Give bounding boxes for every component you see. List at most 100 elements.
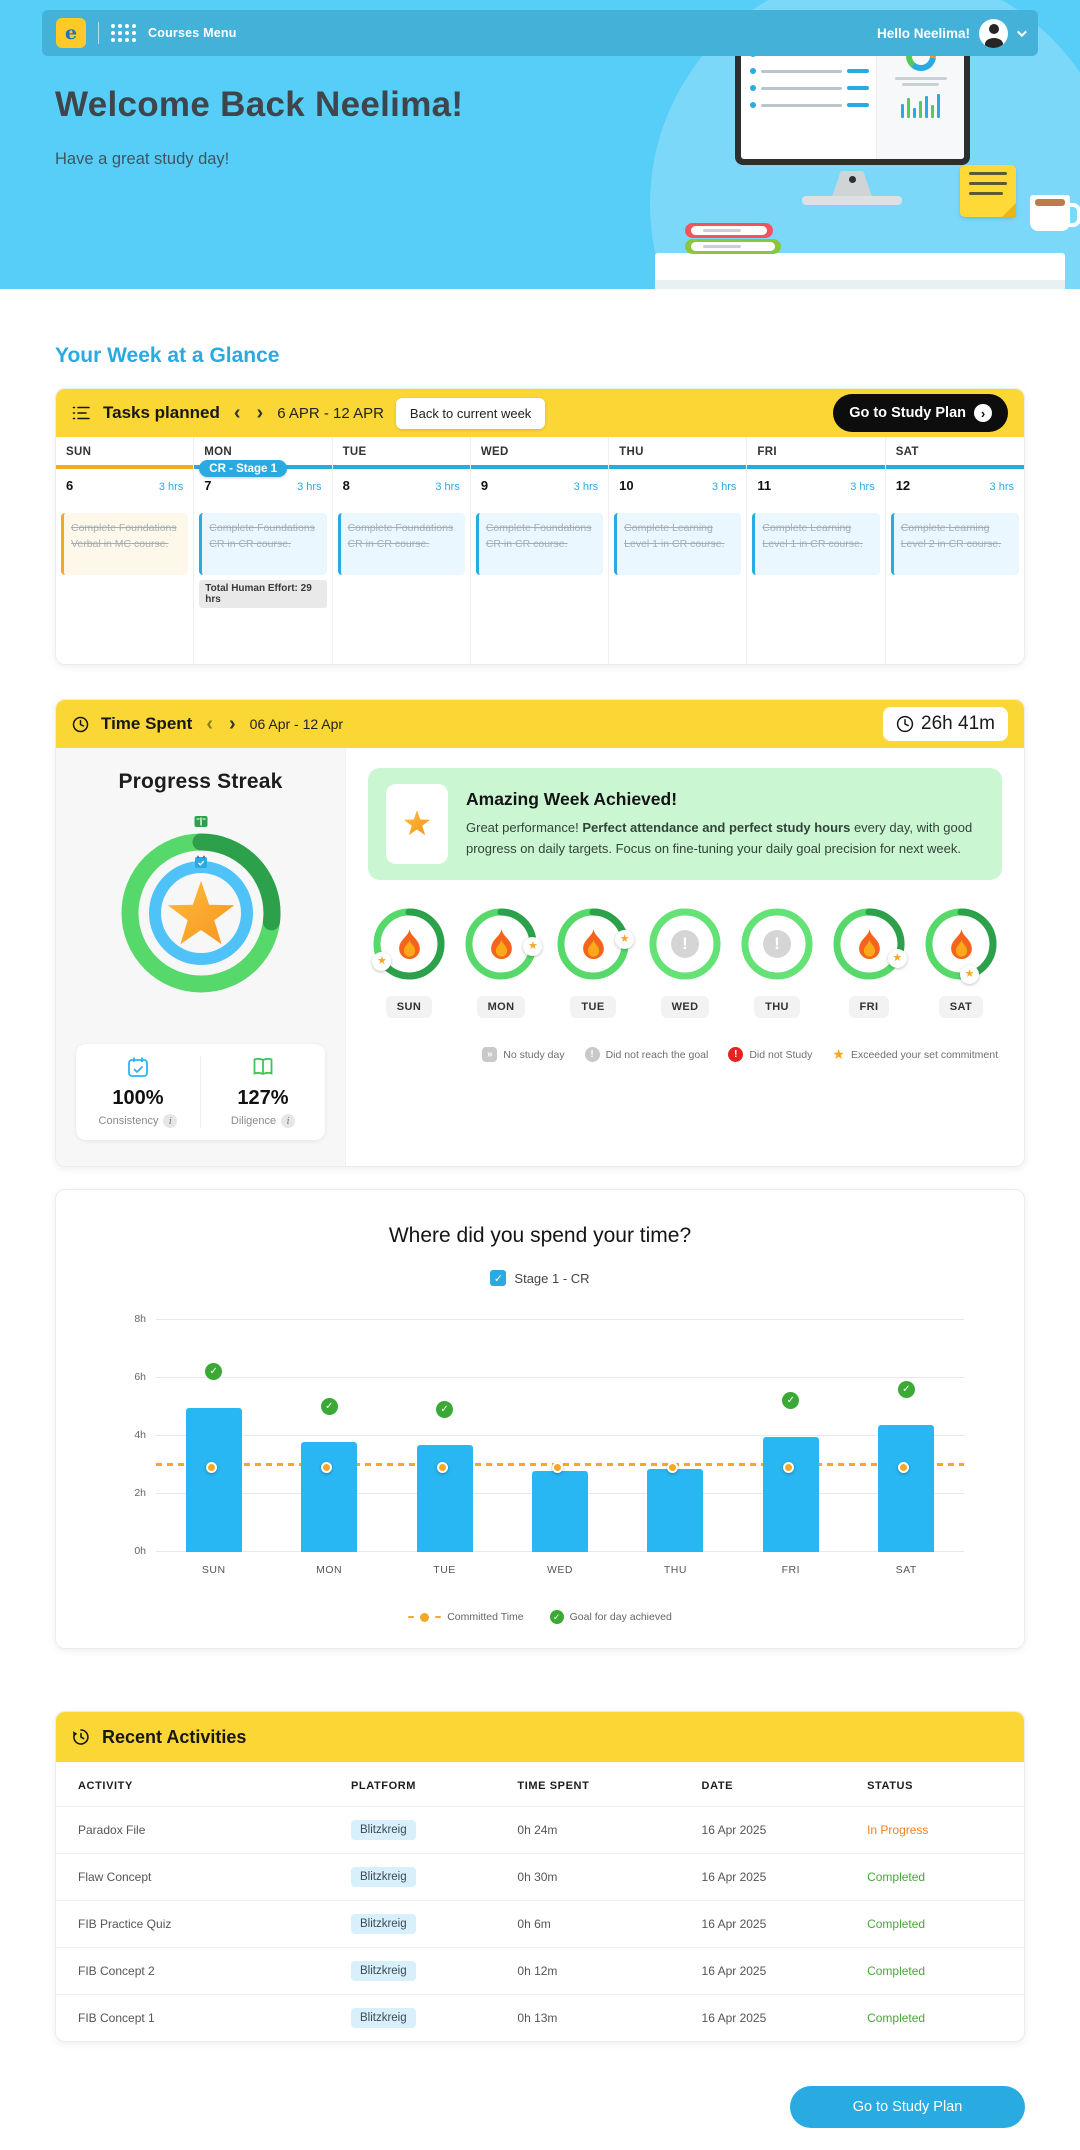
day-hours: 3 hrs: [435, 481, 460, 493]
date-cell: 16 Apr 2025: [701, 1853, 868, 1901]
task-card[interactable]: Complete Learning Level 1 in CR course.: [614, 513, 742, 575]
week-day-column: TUE 8 3 hrs Complete Foundations CR in C…: [332, 437, 471, 664]
prev-week-button[interactable]: ‹: [233, 402, 241, 424]
goal-achieved-check: ✓: [782, 1392, 800, 1410]
streak-star: [167, 881, 234, 945]
task-card[interactable]: Complete Foundations CR in CR course.: [475, 513, 604, 575]
week-day-column: SAT 12 3 hrs Complete Learning Level 2 i…: [885, 437, 1024, 664]
y-axis-tick: 0h: [134, 1545, 146, 1557]
activity-cell: FIB Concept 1: [78, 2011, 155, 2025]
x-axis-label: SAT: [895, 1564, 917, 1576]
next-week-button[interactable]: ›: [256, 402, 264, 424]
task-card[interactable]: Complete Foundations CR in CR course.: [199, 513, 327, 575]
day-ring: ! WED: [646, 906, 724, 1018]
day-hours: 3 hrs: [989, 481, 1014, 493]
progress-streak-panel: Progress Streak: [56, 748, 346, 1166]
achievement-body: Great performance! Perfect attendance an…: [466, 820, 973, 856]
goal-achieved-check: ✓: [320, 1397, 338, 1415]
task-card[interactable]: Complete Learning Level 1 in CR course.: [752, 513, 880, 575]
exceeded-star-badge: ★: [523, 936, 543, 956]
time-spent-cell: 0h 12m: [517, 1947, 702, 1995]
flame-icon: [923, 906, 999, 982]
go-to-study-plan-footer-button[interactable]: Go to Study Plan: [790, 2086, 1025, 2128]
status-badge: Completed: [867, 1964, 926, 1978]
legend-did-not-study: ! Did not Study: [728, 1046, 812, 1063]
task-text: Complete Learning Level 1 in CR course.: [762, 522, 863, 550]
day-name: SUN: [56, 437, 194, 469]
day-ring: ★ SAT: [922, 906, 1000, 1018]
ring-day-label: SUN: [385, 996, 433, 1018]
diligence-label: Diligence: [230, 1115, 277, 1127]
chart-plot: 0h 2h 4h 6h 8h ✓ ✓ ✓ ✓ ✓: [134, 1313, 964, 1557]
week-date-range: 6 APR - 12 APR: [277, 404, 384, 422]
next-range-button[interactable]: ›: [229, 713, 236, 735]
time-spent-cell: 0h 13m: [517, 2011, 558, 2025]
chevron-down-icon[interactable]: [1016, 26, 1027, 37]
task-card[interactable]: Complete Learning Level 2 in CR course.: [890, 513, 1019, 575]
prev-range-button[interactable]: ‹: [206, 713, 213, 735]
status-badge: Completed: [867, 2011, 926, 2025]
recent-activities-header: Recent Activities: [56, 1712, 1024, 1762]
task-text: Complete Foundations CR in CR course.: [347, 522, 454, 550]
monitor-camera-dot: [849, 176, 856, 183]
column-header: ACTIVITY: [56, 1762, 351, 1807]
back-to-current-week-button[interactable]: Back to current week: [395, 397, 546, 429]
time-spent-range: 06 Apr - 12 Apr: [249, 716, 344, 732]
x-axis-label: FRI: [781, 1564, 801, 1576]
week-day-column: MON CR - Stage 1 7 3 hrs Complete Founda…: [194, 437, 333, 664]
exceeded-star-badge: ★: [887, 949, 907, 969]
committed-time-dot: [898, 1462, 910, 1473]
checkbox-checked[interactable]: ✓: [490, 1270, 507, 1286]
ring-day-label: THU: [754, 996, 800, 1018]
exceeded-star-badge: ★: [372, 951, 392, 971]
welcome-banner: e Courses Menu Hello Neelima! Welcome Ba…: [0, 0, 1080, 289]
achievement-card: Amazing Week Achieved! Great performance…: [368, 768, 1002, 880]
column-header: STATUS: [867, 1762, 1024, 1807]
status-badge: Completed: [867, 1917, 926, 1931]
legend-goal-achieved: ✓ Goal for day achieved: [549, 1610, 672, 1624]
ring-day-label: WED: [660, 996, 710, 1018]
avatar[interactable]: [979, 18, 1008, 48]
week-day-column: WED 9 3 hrs Complete Foundations CR in C…: [470, 437, 610, 664]
consistency-stat: 100% Consistency i: [76, 1056, 200, 1128]
y-axis-tick: 6h: [134, 1371, 146, 1383]
date-cell: 16 Apr 2025: [701, 1947, 868, 1995]
status-badge: In Progress: [867, 1823, 929, 1837]
legend-did-not-reach: ! Did not reach the goal: [584, 1046, 708, 1063]
did-not-reach-goal-icon: !: [739, 906, 815, 982]
committed-time-dot: [552, 1462, 563, 1473]
platform-badge: Blitzkreig: [350, 1961, 416, 1981]
info-icon[interactable]: i: [281, 1114, 296, 1128]
day-date: 10: [619, 478, 634, 493]
achievement-title: Amazing Week Achieved!: [466, 789, 678, 810]
recent-activities-table: ACTIVITY PLATFORM TIME SPENT DATE STATUS Par…: [56, 1762, 1024, 2041]
calendar-check-icon: [128, 1057, 148, 1077]
task-card[interactable]: Complete Foundations Verbal in MC course…: [61, 513, 189, 575]
open-book-icon: [253, 1057, 273, 1076]
user-menu[interactable]: Hello Neelima!: [877, 18, 1027, 48]
task-card[interactable]: Complete Foundations CR in CR course.: [337, 513, 465, 575]
exceeded-star-badge: ★: [960, 965, 980, 985]
info-icon[interactable]: i: [163, 1114, 178, 1128]
ring-day-label: MON: [476, 996, 526, 1018]
app-header: e Courses Menu Hello Neelima!: [42, 10, 1038, 56]
committed-time-dot: [205, 1462, 217, 1473]
time-bar: [185, 1407, 242, 1552]
day-name: SAT: [885, 437, 1024, 469]
flame-icon: [555, 906, 631, 982]
apps-grid-icon[interactable]: [111, 24, 136, 42]
time-spent-cell: 0h 30m: [517, 1853, 702, 1901]
courses-menu[interactable]: Courses Menu: [148, 26, 237, 40]
no-study-icon: »: [482, 1047, 498, 1062]
time-bar: [301, 1442, 358, 1552]
week-achievement-panel: Amazing Week Achieved! Great performance…: [346, 748, 1024, 1166]
chart-x-labels: SUN MON TUE WED THU FRI SAT: [156, 1564, 964, 1576]
app-logo[interactable]: e: [56, 18, 86, 48]
history-icon: [73, 1729, 89, 1745]
go-to-study-plan-button[interactable]: Go to Study Plan ›: [833, 394, 1008, 432]
week-day-column: SUN 6 3 hrs Complete Foundations Verbal …: [56, 437, 195, 664]
series-toggle: ✓ Stage 1 - CR: [86, 1270, 994, 1286]
week-day-column: THU 10 3 hrs Complete Learning Level 1 i…: [609, 437, 748, 664]
star-icon: ★: [832, 1046, 845, 1062]
table-row: FIB Practice Quiz Blitzkreig 0h 6m 16 Ap…: [56, 1900, 1024, 1948]
